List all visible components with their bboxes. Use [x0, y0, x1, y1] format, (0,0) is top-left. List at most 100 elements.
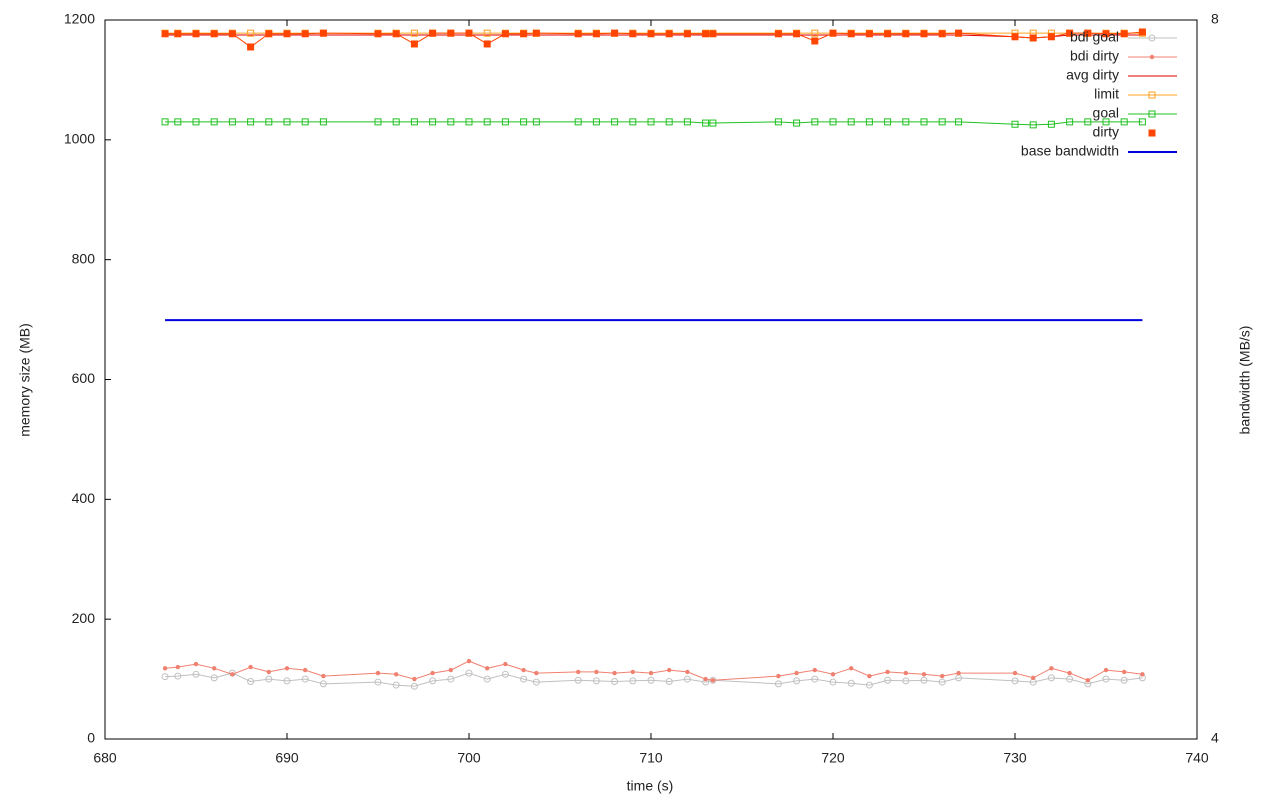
- point: [1031, 675, 1036, 681]
- y-tick-label: 200: [72, 610, 96, 626]
- point: [683, 675, 691, 683]
- point: [228, 30, 236, 38]
- point: [920, 676, 928, 684]
- point: [703, 676, 708, 682]
- point: [284, 666, 290, 671]
- point: [283, 677, 291, 685]
- point: [1084, 29, 1092, 37]
- point: [465, 669, 473, 677]
- point: [829, 678, 837, 686]
- point: [210, 118, 218, 126]
- legend-label: bdi goal: [1070, 29, 1119, 45]
- y-tick-label: 1000: [64, 131, 95, 147]
- point: [301, 675, 309, 683]
- point: [212, 666, 217, 671]
- x-tick-label: 710: [639, 750, 663, 766]
- point: [161, 30, 169, 38]
- point: [884, 676, 892, 684]
- point: [648, 670, 654, 676]
- point: [465, 118, 473, 126]
- point: [374, 678, 382, 686]
- point: [1120, 118, 1128, 126]
- point: [629, 30, 637, 38]
- y2-tick-label: 4: [1211, 730, 1219, 746]
- point: [955, 118, 963, 126]
- point: [1047, 120, 1055, 128]
- point: [1049, 666, 1054, 671]
- point: [230, 672, 235, 677]
- point: [447, 118, 455, 126]
- y-tick-label: 800: [72, 250, 96, 266]
- point: [162, 666, 168, 671]
- point: [521, 667, 526, 673]
- point: [1011, 33, 1019, 41]
- point: [709, 30, 717, 38]
- point: [392, 30, 400, 38]
- point: [955, 29, 963, 37]
- point: [885, 669, 890, 675]
- point: [1102, 30, 1110, 38]
- point: [161, 673, 169, 681]
- point: [865, 30, 873, 38]
- point: [592, 677, 600, 685]
- point: [520, 118, 528, 126]
- point: [247, 677, 255, 685]
- point: [483, 675, 491, 683]
- point: [429, 29, 437, 37]
- point: [867, 673, 872, 679]
- point: [319, 29, 327, 37]
- point: [301, 30, 309, 38]
- point: [629, 118, 637, 126]
- point: [956, 670, 961, 676]
- point: [303, 667, 308, 673]
- point: [921, 672, 927, 677]
- legend-marker: [1148, 129, 1156, 137]
- y-axis-label: memory size (MB): [17, 323, 33, 437]
- point: [534, 670, 539, 676]
- point: [466, 658, 472, 664]
- point: [410, 682, 418, 690]
- point: [683, 118, 691, 126]
- point: [665, 677, 673, 685]
- y-tick-label: 600: [72, 370, 96, 386]
- point: [283, 30, 291, 38]
- point: [940, 673, 945, 679]
- point: [412, 676, 417, 682]
- point: [774, 118, 782, 126]
- point: [520, 675, 528, 683]
- legend-marker: [1148, 91, 1156, 99]
- point: [811, 29, 819, 37]
- point: [1138, 28, 1146, 36]
- point: [647, 676, 655, 684]
- point: [938, 118, 946, 126]
- point: [447, 29, 455, 37]
- point: [938, 30, 946, 38]
- point: [247, 29, 255, 37]
- point: [392, 681, 400, 689]
- point: [829, 118, 837, 126]
- point: [612, 670, 617, 676]
- x-tick-label: 730: [1003, 750, 1027, 766]
- point: [793, 119, 801, 127]
- x-tick-label: 680: [93, 750, 117, 766]
- point: [430, 670, 435, 676]
- point: [192, 670, 200, 678]
- point: [1066, 29, 1074, 37]
- point: [1067, 670, 1072, 676]
- point: [483, 118, 491, 126]
- point: [702, 119, 710, 127]
- point: [594, 669, 599, 675]
- point: [410, 118, 418, 126]
- legend-label: avg dirty: [1066, 67, 1119, 83]
- point: [1084, 118, 1092, 126]
- point: [793, 30, 801, 38]
- point: [665, 30, 673, 38]
- point: [1011, 677, 1019, 685]
- point: [210, 30, 218, 38]
- point: [629, 677, 637, 685]
- point: [592, 118, 600, 126]
- point: [174, 30, 182, 38]
- point: [1085, 678, 1091, 683]
- point: [774, 30, 782, 38]
- point: [465, 29, 473, 37]
